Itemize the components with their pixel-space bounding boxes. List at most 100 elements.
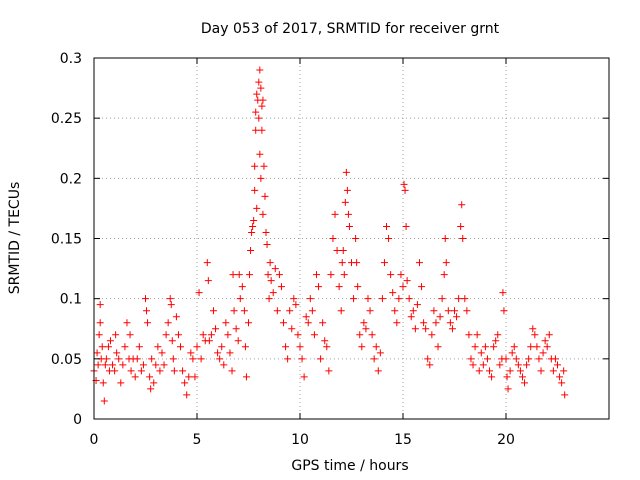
- data-point: [440, 271, 448, 279]
- data-point: [453, 313, 461, 321]
- y-tick-labels: 0 0.05 0.1 0.15 0.2 0.25 0.3: [51, 51, 82, 428]
- data-point: [366, 307, 374, 315]
- data-point: [380, 259, 388, 267]
- data-point: [533, 343, 541, 351]
- data-point: [238, 283, 246, 291]
- data-point: [315, 283, 323, 291]
- data-point: [459, 235, 467, 242]
- data-point: [403, 277, 411, 285]
- data-point: [154, 343, 162, 351]
- data-point: [255, 78, 263, 86]
- y-tick-label: 0.25: [51, 111, 82, 127]
- data-point: [203, 259, 211, 267]
- chart-title: Day 053 of 2017, SRMTID for receiver grn…: [201, 21, 500, 37]
- data-point: [401, 186, 409, 194]
- data-point: [549, 367, 557, 375]
- data-point: [160, 361, 168, 369]
- data-point: [101, 361, 109, 369]
- data-point: [391, 307, 399, 315]
- data-point: [481, 343, 489, 351]
- data-point: [135, 343, 143, 351]
- data-point: [446, 319, 454, 327]
- data-point: [331, 210, 339, 218]
- data-point: [164, 319, 172, 327]
- data-point: [471, 343, 479, 351]
- data-point: [252, 126, 260, 134]
- data-point: [444, 307, 452, 315]
- data-point: [277, 283, 285, 291]
- data-point: [264, 271, 272, 279]
- data-point: [508, 349, 516, 357]
- data-point: [405, 295, 413, 303]
- data-point: [441, 235, 449, 242]
- data-point: [250, 216, 258, 224]
- y-tick-label: 0.2: [60, 171, 82, 187]
- data-point: [169, 355, 177, 363]
- data-point: [354, 283, 362, 291]
- data-point: [335, 283, 343, 291]
- data-point: [490, 343, 498, 351]
- data-point: [537, 367, 545, 375]
- data-point: [372, 343, 380, 351]
- data-point: [111, 367, 119, 375]
- data-point: [345, 222, 353, 230]
- data-point: [409, 307, 417, 315]
- data-point: [360, 319, 368, 327]
- data-point: [257, 84, 265, 92]
- data-point: [521, 379, 529, 387]
- data-point: [222, 319, 230, 327]
- data-point: [251, 186, 259, 194]
- x-tick-label: 10: [291, 432, 309, 448]
- data-point: [230, 307, 238, 315]
- data-point: [418, 283, 426, 291]
- data-point: [500, 307, 508, 315]
- data-point: [253, 204, 261, 212]
- data-point: [413, 301, 421, 309]
- data-point: [251, 162, 259, 170]
- data-point: [325, 367, 333, 375]
- data-point: [271, 265, 279, 273]
- x-axis-label: GPS time / hours: [291, 458, 408, 474]
- data-point: [294, 331, 302, 339]
- data-point: [290, 295, 298, 303]
- data-point: [259, 96, 267, 104]
- data-point: [327, 271, 335, 279]
- data-point: [463, 307, 471, 315]
- data-point: [267, 277, 275, 285]
- data-point: [133, 355, 141, 363]
- data-point: [338, 259, 346, 267]
- data-point: [235, 271, 243, 279]
- data-point: [492, 337, 500, 345]
- data-point: [286, 307, 294, 315]
- data-point: [341, 198, 349, 206]
- data-point: [539, 349, 547, 357]
- data-point: [245, 319, 252, 327]
- data-point: [148, 355, 156, 363]
- data-point: [541, 337, 549, 345]
- data-point: [143, 307, 151, 315]
- axis-ticks: [93, 57, 609, 420]
- data-point: [262, 228, 270, 236]
- data-point: [207, 331, 215, 339]
- y-tick-label: 0.15: [51, 232, 82, 248]
- data-point: [179, 367, 187, 375]
- data-point: [106, 337, 114, 345]
- data-point: [306, 295, 314, 303]
- data-point: [312, 271, 320, 279]
- data-point: [473, 331, 481, 339]
- data-point: [428, 331, 436, 339]
- data-point: [438, 295, 446, 303]
- data-point: [358, 343, 366, 351]
- data-point: [117, 379, 125, 387]
- data-point: [260, 162, 268, 170]
- data-point: [162, 331, 170, 339]
- data-point: [121, 343, 129, 351]
- data-point: [510, 343, 518, 351]
- data-point: [339, 247, 347, 255]
- data-point: [232, 325, 240, 333]
- data-point: [333, 247, 341, 255]
- data-point: [308, 307, 316, 315]
- data-point: [158, 349, 166, 357]
- data-point: [551, 355, 559, 363]
